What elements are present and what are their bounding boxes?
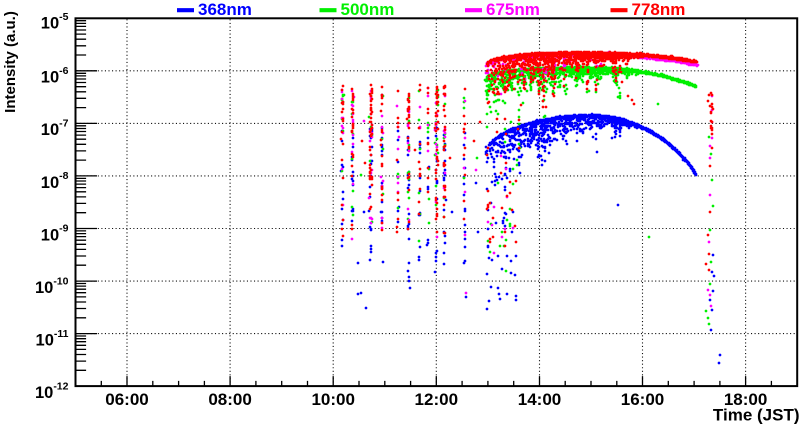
svg-text:16:00: 16:00 <box>621 390 664 409</box>
svg-text:06:00: 06:00 <box>105 390 148 409</box>
svg-text:675nm: 675nm <box>486 0 540 19</box>
svg-text:10:00: 10:00 <box>311 390 354 409</box>
svg-text:12:00: 12:00 <box>415 390 458 409</box>
svg-text:Intensity (a.u.): Intensity (a.u.) <box>2 11 19 113</box>
svg-text:18:00: 18:00 <box>724 390 767 409</box>
svg-text:08:00: 08:00 <box>208 390 251 409</box>
svg-text:14:00: 14:00 <box>518 390 561 409</box>
svg-text:368nm: 368nm <box>198 0 252 19</box>
svg-text:778nm: 778nm <box>632 0 686 19</box>
svg-text:Time (JST): Time (JST) <box>713 406 800 425</box>
svg-text:500nm: 500nm <box>341 0 395 19</box>
